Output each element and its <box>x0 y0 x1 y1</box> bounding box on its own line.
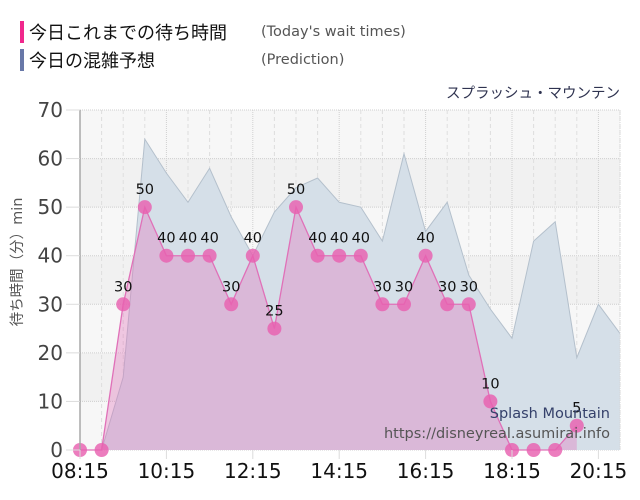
y-tick-label: 40 <box>38 244 63 268</box>
wait-time-marker <box>440 297 455 312</box>
wait-time-marker <box>94 443 109 457</box>
wait-time-marker <box>181 248 195 263</box>
data-label: 50 <box>287 182 305 198</box>
wait-time-marker <box>116 297 131 312</box>
wait-time-marker <box>224 297 239 312</box>
y-tick-label: 10 <box>38 389 63 413</box>
y-tick-label: 20 <box>38 341 63 365</box>
y-tick-label: 50 <box>38 195 63 219</box>
wait-times-line <box>80 204 578 451</box>
x-tick-label: 12:15 <box>224 459 282 483</box>
data-label: 30 <box>373 279 391 295</box>
wait-time-marker <box>569 418 584 433</box>
legend-color-swatch-pink <box>20 20 24 43</box>
y-axis-title: 待ち時間（分）min <box>9 198 26 327</box>
data-label: 40 <box>352 231 370 247</box>
data-label: 10 <box>481 376 499 392</box>
data-label: 50 <box>136 182 154 198</box>
legend-item-wait-times: 今日これまでの待ち時間 (Today's wait times) <box>20 20 406 44</box>
wait-time-marker <box>159 248 174 263</box>
x-tick-label: 16:15 <box>397 459 455 483</box>
wait-time-marker <box>267 321 282 336</box>
axes: 0 10 20 30 40 50 60 70 08:15 10:15 12:15 14:15 16:15… <box>9 98 627 483</box>
data-label: 40 <box>200 231 218 247</box>
legend-label: 今日の混雑予想 <box>29 50 155 72</box>
data-label: 30 <box>395 279 413 295</box>
data-label: 30 <box>460 279 478 295</box>
data-label: 40 <box>308 231 326 247</box>
data-label: 40 <box>416 231 434 247</box>
prediction-series <box>101 137 621 451</box>
x-tick-label: 18:15 <box>483 459 541 483</box>
x-tick-label: 10:15 <box>138 459 196 483</box>
wait-time-marker <box>137 200 152 215</box>
wait-time-marker <box>353 248 368 263</box>
data-label: 40 <box>330 231 348 247</box>
wait-times-series <box>73 200 584 457</box>
wait-time-marker <box>289 200 303 215</box>
wait-time-marker <box>332 248 347 263</box>
wait-time-marker <box>548 443 563 457</box>
chart-title: スプラッシュ・マウンテン <box>446 86 620 102</box>
y-tick-label: 60 <box>38 147 63 171</box>
data-label: 30 <box>222 279 240 295</box>
legend-item-prediction: 今日の混雑予想 (Prediction) <box>20 48 345 72</box>
prediction-area <box>101 139 621 450</box>
prediction-line <box>101 137 621 451</box>
x-tick-label: 14:15 <box>310 459 368 483</box>
data-label: 25 <box>265 304 283 320</box>
plot-band <box>80 110 620 159</box>
data-label: 30 <box>114 279 132 295</box>
site-url-watermark: https://disneyreal.asumirai.info <box>383 426 610 442</box>
wait-time-marker <box>483 394 498 409</box>
wait-time-marker <box>461 297 476 312</box>
y-tick-label: 70 <box>38 98 63 122</box>
wait-time-marker <box>526 443 541 457</box>
data-label: 40 <box>157 231 175 247</box>
wait-time-marker <box>310 248 325 263</box>
wait-times-area <box>80 207 577 450</box>
legend-sublabel: (Prediction) <box>261 51 345 68</box>
legend-sublabel: (Today's wait times) <box>261 23 406 40</box>
y-tick-label: 0 <box>50 438 63 462</box>
data-label: 40 <box>244 231 262 247</box>
wait-time-marker <box>375 297 390 312</box>
y-tick-label: 30 <box>38 292 63 316</box>
wait-time-marker <box>202 248 217 263</box>
data-label: 40 <box>179 231 197 247</box>
x-tick-label: 20:15 <box>570 459 628 483</box>
wait-time-marker <box>397 297 411 312</box>
x-tick-label: 08:15 <box>51 459 109 483</box>
legend-color-swatch-blue <box>20 48 24 71</box>
wait-time-marker <box>418 248 433 263</box>
data-label: 5 <box>572 401 581 417</box>
data-label: 30 <box>438 279 456 295</box>
attraction-name-watermark: Splash Mountain <box>489 406 610 422</box>
wait-time-marker <box>245 248 260 263</box>
legend-label: 今日これまでの待ち時間 <box>29 22 227 44</box>
